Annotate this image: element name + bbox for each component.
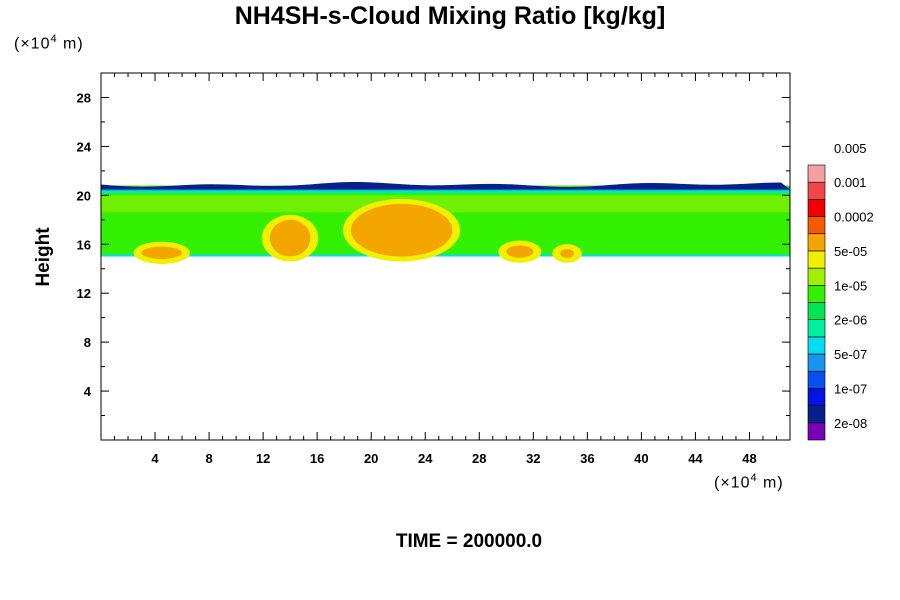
high-region-core [269,219,311,257]
high-region-core [141,246,183,259]
high-region-core [350,203,453,257]
colorbar-swatch [807,405,826,424]
colorbar-swatch [807,181,826,200]
cloud-top-edge [101,182,790,190]
x-tick-label: 4 [151,451,159,466]
y-tick-label: 20 [77,188,91,203]
plot-frame [100,72,791,441]
x-tick-label: 36 [580,451,594,466]
colorbar-label: 0.001 [834,175,867,190]
x-tick-label: 40 [634,451,648,466]
y-tick-label: 28 [77,90,91,105]
high-region-core [560,249,574,258]
time-label: TIME = 200000.0 [395,531,543,552]
y-axis-unit: (×104 m) [14,33,84,53]
y-tick-label: 16 [77,237,91,252]
x-tick-label: 16 [310,451,324,466]
colorbar-swatch [807,267,826,286]
x-tick-label: 44 [688,451,703,466]
x-tick-label: 28 [472,451,486,466]
colorbar-swatch [807,199,826,217]
colorbar-label: 0.005 [834,141,867,156]
colorbar-swatch [807,319,826,338]
colorbar-label: 2e-08 [834,416,867,431]
x-axis-unit: (×104 m) [714,472,784,492]
y-tick-label: 12 [77,286,91,301]
cloud-base-edge [101,254,790,257]
colorbar-label: 1e-05 [834,278,867,293]
colorbar-swatch [807,285,826,303]
colorbar-swatch [807,233,826,252]
colorbar: 2e-08 1e-07 5e-07 2e-06 1e-05 5e-05 0.0002 0.00… [807,141,874,441]
x-tick-label: 8 [205,451,212,466]
x-axis: 4 8 12 16 20 24 28 32 36 40 44 48 [114,73,777,466]
cloud-upper-band [101,195,790,213]
colorbar-swatch [807,216,826,235]
colorbar-swatch [807,164,826,183]
high-region-core [506,245,534,258]
x-tick-label: 24 [418,451,433,466]
colorbar-swatch [807,422,826,441]
colorbar-swatch [807,388,826,406]
y-tick-label: 8 [84,335,91,350]
y-axis: 4 8 12 16 20 24 28 [77,90,790,417]
chart-title: NH4SH-s-Cloud Mixing Ratio [kg/kg] [234,2,666,30]
x-tick-label: 12 [256,451,270,466]
colorbar-swatch [807,370,826,389]
colorbar-label: 5e-07 [834,347,867,362]
x-tick-label: 32 [526,451,540,466]
y-tick-label: 24 [77,139,92,154]
colorbar-swatch [807,250,826,269]
x-tick-label: 48 [742,451,756,466]
x-tick-label: 20 [364,451,378,466]
colorbar-swatch [807,302,826,320]
colorbar-label: 1e-07 [834,381,867,396]
colorbar-label: 2e-06 [834,313,867,328]
cloud-field [101,182,790,264]
cloud-top-transition [101,189,790,194]
colorbar-label: 5e-05 [834,244,867,259]
colorbar-swatch [807,353,826,372]
colorbar-label: 0.0002 [834,210,874,225]
y-tick-label: 4 [84,384,92,399]
colorbar-swatch [807,336,826,355]
